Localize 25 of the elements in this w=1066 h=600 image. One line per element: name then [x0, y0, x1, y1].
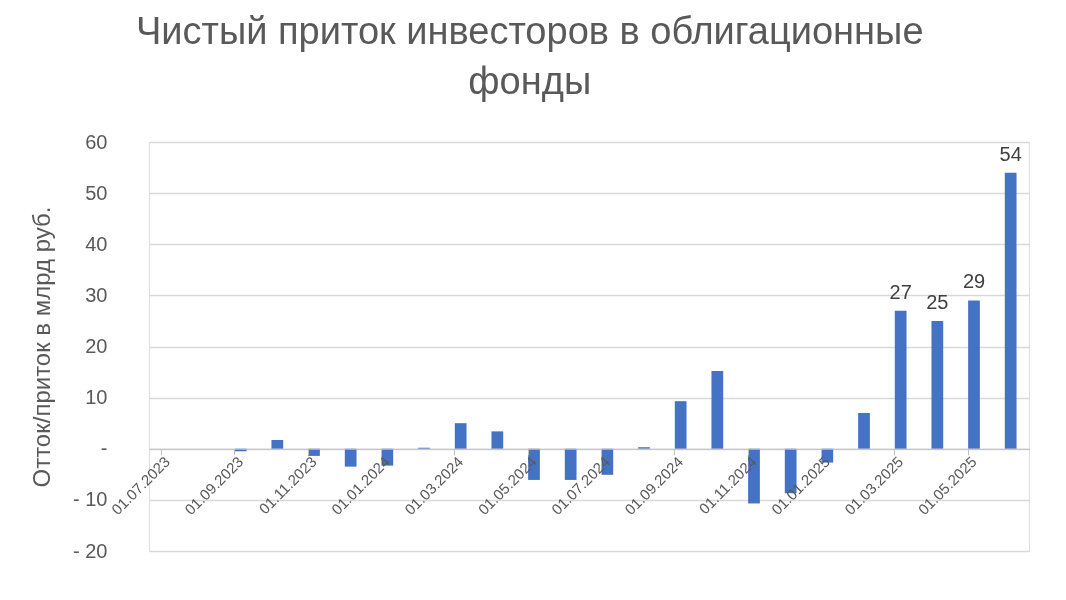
y-tick-label: 30	[85, 283, 108, 306]
data-label: 27	[889, 280, 912, 303]
bar	[454, 423, 467, 449]
bar	[931, 320, 944, 449]
y-tick-label: 40	[85, 232, 108, 255]
bar	[894, 310, 907, 449]
bar	[1004, 172, 1017, 449]
y-tick-label: 50	[85, 181, 108, 204]
y-tick-label: - 10	[73, 488, 108, 511]
bar	[858, 412, 870, 449]
bar	[674, 401, 687, 449]
bar	[271, 440, 284, 449]
data-label: 29	[962, 270, 986, 293]
y-tick-label: - 20	[73, 539, 108, 562]
data-label: 25	[926, 290, 949, 313]
y-tick-label: 10	[85, 386, 108, 409]
y-axis-title: Отток/приток в млрд руб.	[28, 206, 56, 488]
bar	[711, 371, 724, 449]
bar	[491, 431, 504, 449]
y-tick-label: 60	[85, 130, 108, 153]
data-label: 54	[999, 142, 1022, 165]
y-tick-label: -	[100, 437, 108, 460]
chart-title: Чистый приток инвесторов в облигационные фонды	[135, 10, 924, 102]
bar	[968, 300, 980, 449]
y-tick-label: 20	[85, 335, 108, 357]
